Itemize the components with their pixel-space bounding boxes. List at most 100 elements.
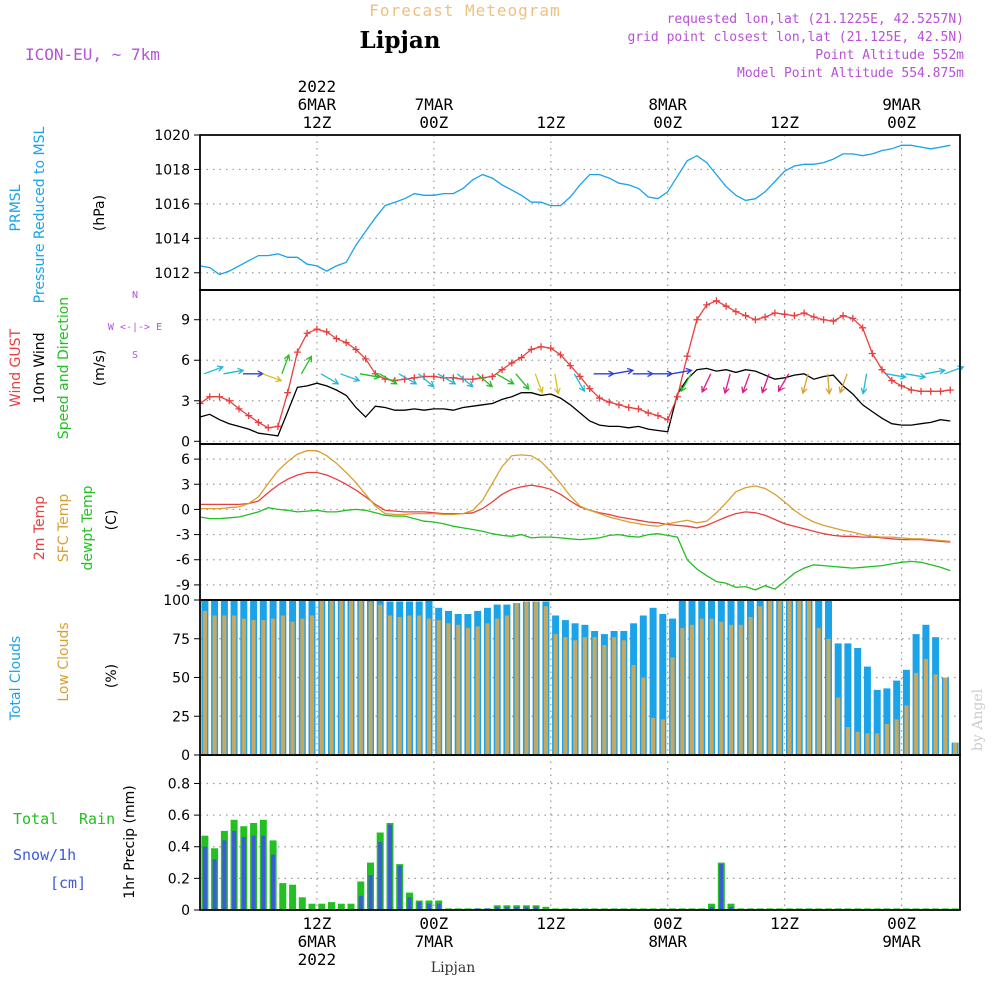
clouds-bar-low [524,601,529,755]
clouds-bar-low [495,618,500,755]
gust-marker [683,352,691,360]
precip-bar-total [912,908,920,910]
top-time-label: 7MAR [415,95,454,114]
clouds-bar-low [592,637,597,755]
gust-marker [654,412,662,420]
t2m-line [200,471,951,543]
gust-marker [235,405,243,413]
chart-title: Forecast Meteogram [369,1,560,20]
precip-bar-snow [368,875,373,910]
clouds-bar-low [202,610,207,755]
top-time-label: 00Z [653,113,682,132]
gust-marker [362,355,370,363]
gust-marker [254,418,262,426]
requested-coords: requested lon,lat (21.1225E, 42.5257N) [667,12,964,27]
precip-bar-total [776,908,784,910]
gust-marker [664,416,672,424]
precip-bar-total [464,908,472,910]
clouds-bar-low [407,615,412,755]
precip-bar-total [678,908,686,910]
gust-marker [800,309,808,317]
wind-direction-arrow [515,373,530,391]
clouds-bar-low [904,705,909,755]
wind-label-2: 10m Wind [32,332,48,403]
gust-marker [352,345,360,353]
precip-bar-total [941,908,949,910]
gust-marker [547,344,555,352]
precip-bar-total [873,908,881,910]
clouds-bar-low [310,615,315,755]
bottom-time-label: 6MAR [298,932,337,951]
gust-marker [313,325,321,333]
gust-marker [878,366,886,374]
precip-bar-total [591,908,599,910]
gust-marker [527,345,535,353]
clouds-bar-low [797,600,802,755]
temp-label-2: SFC Temp [56,494,72,563]
clouds-bar-total [844,643,852,755]
gust-marker [722,302,730,310]
wind-direction-arrow [613,367,635,375]
precip-bar-total [766,908,774,910]
precip-bar-snow [485,908,490,910]
temperature-ytick-label: -3 [176,528,190,544]
wind-direction-arrow [223,367,245,375]
gust-marker [508,359,516,367]
clouds-bar-total [893,680,901,755]
gust-marker [829,317,837,325]
clouds-bar-total [883,688,891,755]
gust-marker [595,394,603,402]
precip-ytick-label: 0.4 [168,840,190,856]
gust-marker [888,377,896,385]
clouds-bar-low [768,600,773,755]
precip-bar-total [610,908,618,910]
temperature-labels: 2m Temp SFC Temp dewpt Temp (C) [32,485,120,570]
temperature-ytick-label: 6 [181,452,190,468]
gust-marker [820,316,828,324]
precip-bar-total [786,908,793,910]
wind-direction-arrow [860,373,868,395]
precip-bar-snow [358,895,363,910]
clouds-bar-low [446,623,451,756]
precip-ytick-label: 0 [181,903,190,919]
wind-direction-arrow [760,373,770,394]
pressure-frame [199,134,961,291]
clouds-bar-low [923,658,928,755]
clouds-ytick-label: 0 [181,748,190,764]
sfc-line [200,450,951,542]
gust-marker [839,312,847,320]
precip-label-snow: Snow/1h [13,846,76,864]
precip-bar-total [318,903,326,910]
precip-bar-total [669,908,677,910]
precip-ytick-label: 0.6 [168,808,190,824]
temperature-frame-top [199,443,961,601]
clouds-bar-total [873,689,881,755]
clouds-bar-low [504,615,509,755]
footer-location: Lipjan [431,960,475,976]
gust-marker [557,351,565,359]
clouds-bar-low [953,742,958,755]
clouds-ytick-label: 75 [172,632,190,648]
gust-marker [488,372,496,380]
wind-ytick-label: 3 [181,394,190,410]
precip-bar-total [600,908,608,910]
precip-bar-total [552,908,560,910]
top-time-label: 8MAR [648,95,687,114]
precip-bar-total [737,908,745,910]
wind-direction-arrow [722,373,731,395]
clouds-bar-low [329,600,334,755]
clouds-bar-low [280,615,285,755]
clouds-bar-low [271,618,276,755]
gust-marker [849,314,857,322]
gust-marker [342,339,350,347]
wind-direction-arrow [281,353,291,375]
gust-marker [245,412,253,420]
wind-direction-arrow [243,370,265,378]
clouds-bar-low [709,618,714,755]
clouds-bar-low [241,618,246,755]
precip-bar-total [902,908,910,910]
gust-marker [303,329,311,337]
clouds-bar-low [514,603,519,755]
gust-marker [284,389,292,397]
